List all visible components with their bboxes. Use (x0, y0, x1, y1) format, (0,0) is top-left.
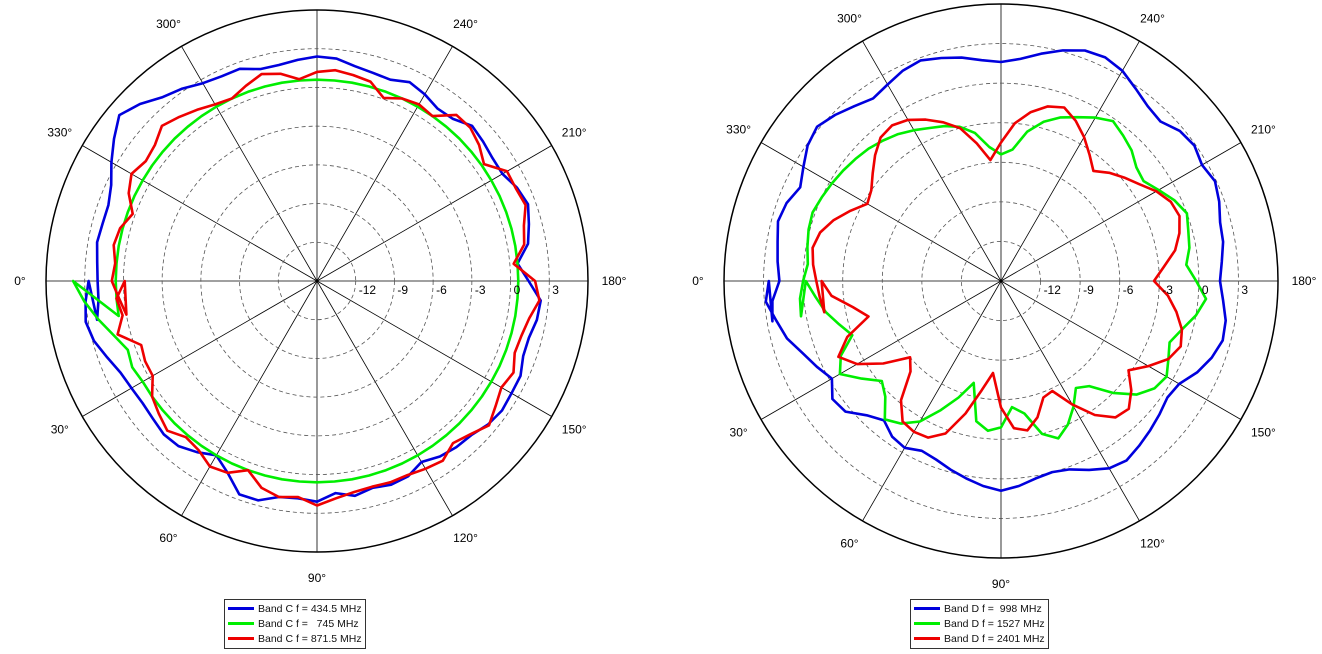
ring-3 (161, 125, 473, 437)
theta-tick-label: 210° (562, 126, 587, 140)
legend-entry: Band C f = 434.5 MHz (228, 601, 362, 616)
legend-entry: Band D f = 1527 MHz (914, 616, 1045, 631)
legend-entry: Band D f = 2401 MHz (914, 631, 1045, 646)
theta-tick-label: 300° (156, 17, 181, 31)
theta-tick-label: 330° (726, 123, 751, 137)
series-line-2 (811, 105, 1184, 439)
legend-swatch (228, 622, 254, 625)
theta-tick-label: 120° (453, 531, 478, 545)
spoke-240 (1000, 40, 1140, 282)
legend-label: Band C f = 434.5 MHz (258, 602, 362, 615)
spoke-210 (316, 145, 552, 282)
spoke-300 (181, 46, 318, 282)
r-tick-label: 0 (1202, 283, 1209, 297)
r-tick-label: -9 (1083, 283, 1094, 297)
series-line-1 (71, 78, 520, 484)
r-tick-label: -6 (1123, 283, 1134, 297)
spoke-240 (316, 46, 453, 282)
legend-swatch (914, 637, 940, 640)
ring-2 (200, 164, 434, 398)
ring-5 (84, 48, 550, 514)
ring-0 (277, 241, 357, 321)
legend-label: Band D f = 2401 MHz (944, 632, 1045, 645)
legend-swatch (228, 607, 254, 610)
series-line-0 (84, 55, 543, 504)
theta-tick-label: 60° (159, 531, 177, 545)
r-tick-label: -3 (475, 283, 486, 297)
ring-3 (842, 122, 1160, 440)
theta-tick-label: 300° (837, 12, 862, 26)
theta-tick-label: 150° (1251, 426, 1276, 440)
theta-tick-label: 90° (308, 571, 326, 585)
r-tick-label: 3 (1241, 283, 1248, 297)
ring-2 (881, 161, 1121, 401)
spoke-300 (862, 40, 1002, 282)
legend-label: Band C f = 871.5 MHz (258, 632, 362, 645)
spoke-330 (760, 142, 1002, 282)
theta-tick-label: 0° (692, 274, 704, 288)
theta-tick-label: 210° (1251, 123, 1276, 137)
legend-swatch (914, 622, 940, 625)
spoke-120 (1000, 280, 1140, 522)
ring-1 (921, 201, 1081, 361)
theta-tick-label: 30° (730, 426, 748, 440)
theta-tick-label: 180° (1292, 274, 1317, 288)
legend-swatch (228, 637, 254, 640)
series-line-1 (798, 115, 1208, 440)
legend-swatch (914, 607, 940, 610)
ring-4 (802, 82, 1200, 480)
theta-tick-label: 120° (1140, 536, 1165, 550)
theta-tick-label: 150° (562, 423, 587, 437)
spoke-60 (862, 280, 1002, 522)
spoke-210 (1000, 142, 1242, 282)
ring-1 (239, 203, 395, 359)
legend-entry: Band C f = 871.5 MHz (228, 631, 362, 646)
ring-4 (123, 87, 511, 475)
spoke-30 (82, 280, 318, 417)
legend-label: Band C f = 745 MHz (258, 617, 359, 630)
theta-tick-label: 330° (47, 126, 72, 140)
spoke-150 (1000, 280, 1242, 420)
legend-entry: Band C f = 745 MHz (228, 616, 362, 631)
spoke-30 (760, 280, 1002, 420)
theta-tick-label: 90° (992, 577, 1010, 591)
spoke-120 (316, 280, 453, 516)
r-tick-label: 3 (552, 283, 559, 297)
r-tick-label: -9 (397, 283, 408, 297)
spoke-330 (82, 145, 318, 282)
series-line-2 (110, 68, 541, 507)
r-tick-label: 0 (514, 283, 521, 297)
theta-tick-label: 30° (51, 423, 69, 437)
r-tick-label: -12 (1044, 283, 1062, 297)
r-tick-label: -3 (1162, 283, 1173, 297)
legend-band-c: Band C f = 434.5 MHz Band C f = 745 MHz Ba… (224, 599, 366, 649)
legend-label: Band D f = 1527 MHz (944, 617, 1045, 630)
theta-tick-label: 60° (840, 536, 858, 550)
legend-band-d: Band D f = 998 MHz Band D f = 1527 MHz Ban… (910, 599, 1049, 649)
ring-5 (763, 43, 1239, 519)
theta-tick-label: 240° (453, 17, 478, 31)
legend-entry: Band D f = 998 MHz (914, 601, 1045, 616)
polar-plot-band-c: -12 -9 -6 -3 0 30°30°60°90°120°150°180°210°24… (14, 9, 627, 585)
outer-ring (723, 3, 1279, 559)
r-tick-label: -12 (359, 283, 377, 297)
theta-tick-label: 0° (14, 274, 26, 288)
polar-plot-band-d: -12 -9 -6 -3 0 30°30°60°90°120°150°180°210°24… (692, 3, 1317, 591)
outer-ring (45, 9, 589, 553)
series-line-0 (764, 49, 1227, 493)
theta-tick-label: 240° (1140, 12, 1165, 26)
ring-0 (961, 241, 1041, 321)
legend-label: Band D f = 998 MHz (944, 602, 1042, 615)
spoke-60 (181, 280, 318, 516)
theta-tick-label: 180° (602, 274, 627, 288)
r-tick-label: -6 (436, 283, 447, 297)
